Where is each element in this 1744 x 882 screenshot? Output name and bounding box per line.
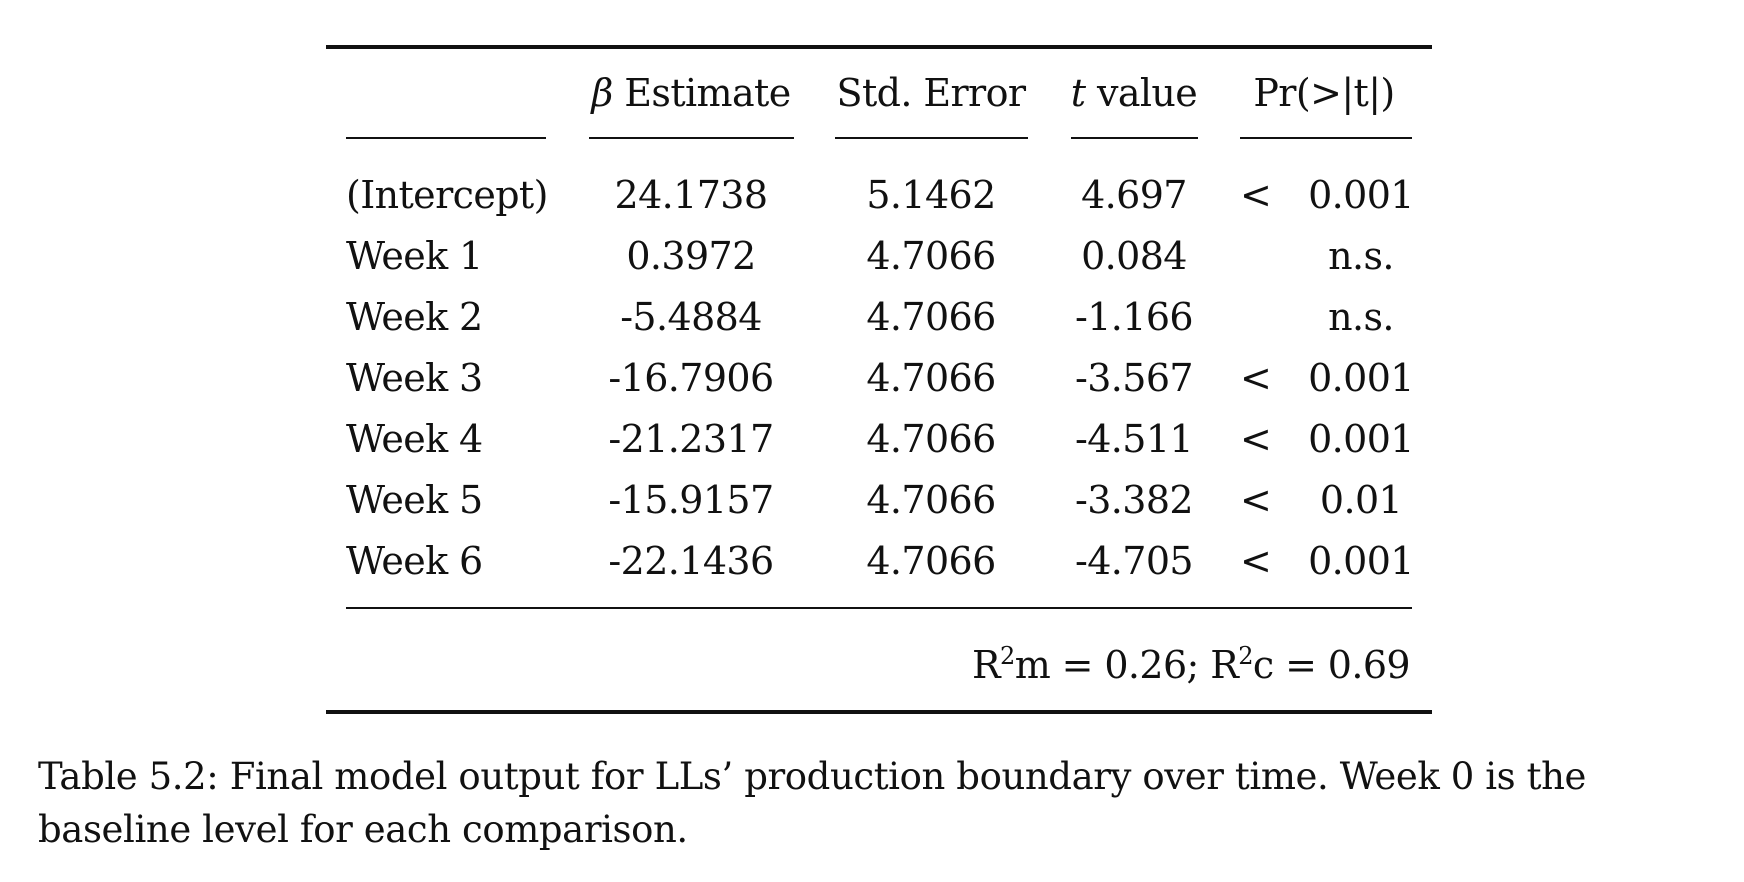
header-std-error: Std. Error [836,71,1027,115]
header-underline-estimate [589,137,794,139]
r-squared-conditional-base: R [1210,643,1239,687]
row-estimate: -5.4884 [620,295,762,339]
row-estimate: 24.1738 [614,173,769,217]
row-term: Week 4 [346,417,483,461]
table-footer-rule [346,607,1412,609]
header-underline-std-error [835,137,1028,139]
row-t-value: -1.166 [1074,295,1194,339]
row-estimate: -22.1436 [608,539,774,583]
t-value-label: value [1096,71,1198,115]
row-estimate: -21.2317 [608,417,774,461]
row-estimate: -16.7906 [608,356,774,400]
row-t-value: -3.382 [1074,478,1194,522]
row-p-value: 0.01 [1319,478,1403,522]
row-p-value: n.s. [1328,295,1394,339]
header-t-value: t value [1070,68,1198,118]
table-caption: Table 5.2: Final model output for LLs’ p… [38,755,1586,851]
row-term: (Intercept) [346,173,548,217]
row-std-error: 4.7066 [866,478,996,522]
r-squared-conditional-exponent: 2 [1238,642,1253,670]
row-less-than: < [1240,356,1272,400]
header-underline-t-value [1071,137,1198,139]
r-squared-summary: R2m = 0.26; R2c = 0.69 [972,640,1411,690]
t-symbol: t [1070,71,1086,115]
row-term: Week 3 [346,356,483,400]
row-std-error: 4.7066 [866,295,996,339]
row-t-value: 4.697 [1081,173,1187,217]
row-p-value: 0.001 [1308,539,1414,583]
row-t-value: -3.567 [1074,356,1194,400]
row-t-value: -4.511 [1074,417,1194,461]
row-p-value: 0.001 [1308,417,1414,461]
header-pr: Pr(>|t|) [1253,71,1395,115]
row-t-value: 0.084 [1081,234,1187,278]
row-estimate: 0.3972 [626,234,756,278]
row-less-than: < [1240,417,1272,461]
row-term: Week 2 [346,295,483,339]
row-p-value: 0.001 [1308,173,1414,217]
row-p-value: 0.001 [1308,356,1414,400]
row-term: Week 6 [346,539,483,583]
row-estimate: -15.9157 [608,478,774,522]
table-top-rule [326,45,1432,49]
header-underline-term [346,137,546,139]
r-squared-marginal-value: m = 0.26; [1014,643,1211,687]
row-less-than: < [1240,173,1272,217]
row-term: Week 5 [346,478,483,522]
row-std-error: 4.7066 [866,356,996,400]
r-squared-marginal-base: R [972,643,1001,687]
estimate-label: Estimate [624,71,791,115]
row-p-value: n.s. [1328,234,1394,278]
row-std-error: 4.7066 [866,539,996,583]
table-bottom-rule [326,710,1432,714]
r-squared-marginal-exponent: 2 [1000,642,1015,670]
r-squared-conditional-value: c = 0.69 [1252,643,1411,687]
beta-symbol: β [591,71,613,115]
header-underline-pr [1240,137,1412,139]
row-t-value: -4.705 [1074,539,1194,583]
row-std-error: 4.7066 [866,234,996,278]
row-std-error: 4.7066 [866,417,996,461]
row-std-error: 5.1462 [866,173,996,217]
row-less-than: < [1240,539,1272,583]
row-less-than: < [1240,478,1272,522]
row-term: Week 1 [346,234,483,278]
header-estimate: β Estimate [591,68,791,118]
